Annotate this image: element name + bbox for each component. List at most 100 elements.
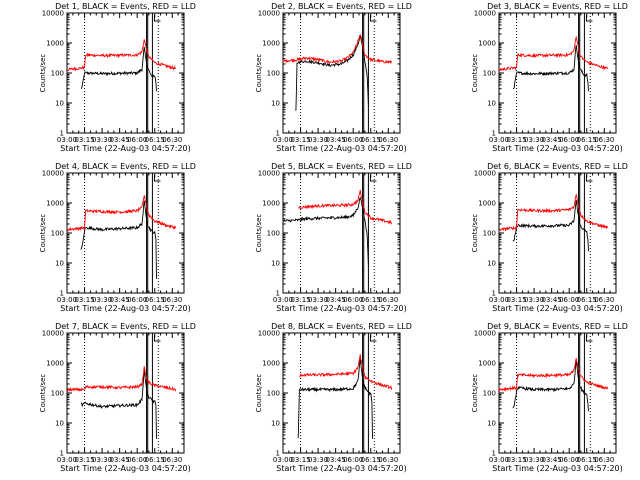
x-tick-label: 03:15 xyxy=(290,456,310,464)
y-tick-label: 1000 xyxy=(262,360,280,368)
y-tick-label: 10 xyxy=(55,100,64,108)
y-tick-label: 1000 xyxy=(478,200,496,208)
y-axis-label: Counts/sec xyxy=(39,54,47,93)
series-lld-line xyxy=(498,358,609,393)
y-tick-label: 10000 xyxy=(474,170,496,178)
chart-panel-9: Det 9, BLACK = Events, RED = LLD 1 10 100 10… xyxy=(471,322,628,473)
y-tick-label: 10000 xyxy=(474,330,496,338)
chart-panel-1: Det 1, BLACK = Events, RED = LLD 1 10 100 10… xyxy=(39,2,196,153)
x-tick-label: 06:00 xyxy=(127,136,147,144)
x-tick-label: 06:30 xyxy=(378,456,398,464)
chart-panel-6: Det 6, BLACK = Events, RED = LLD 1 10 100 10… xyxy=(471,162,628,313)
x-tick-label: 06:30 xyxy=(162,296,182,304)
chart-title: Det 6, BLACK = Events, RED = LLD xyxy=(487,162,628,171)
x-tick-label: 06:15 xyxy=(145,456,165,464)
series-events-line xyxy=(80,46,157,92)
chart-title: Det 1, BLACK = Events, RED = LLD xyxy=(55,2,196,11)
corner-marker xyxy=(153,335,161,342)
y-axis-label: Counts/sec xyxy=(39,214,47,253)
series-events-line xyxy=(295,34,369,111)
x-tick-label: 06:15 xyxy=(361,136,381,144)
x-tick-label: 03:30 xyxy=(308,136,328,144)
x-tick-label: 03:15 xyxy=(74,456,94,464)
x-tick-label: 03:00 xyxy=(57,296,77,304)
chart-title: Det 2, BLACK = Events, RED = LLD xyxy=(271,2,412,11)
series-events-line xyxy=(512,361,589,412)
y-tick-label: 100 xyxy=(483,230,496,238)
series-events-line xyxy=(80,200,157,279)
x-tick-label: 03:00 xyxy=(273,456,293,464)
x-axis-label: Start Time (22-Aug-03 04:57:20) xyxy=(492,464,623,473)
y-tick-label: 100 xyxy=(483,70,496,78)
x-tick-label: 03:00 xyxy=(57,456,77,464)
x-tick-label: 06:00 xyxy=(559,296,579,304)
x-tick-label: 06:15 xyxy=(145,136,165,144)
x-tick-label: 06:00 xyxy=(127,296,147,304)
y-tick-label: 100 xyxy=(51,230,64,238)
x-tick-label: 06:00 xyxy=(343,136,363,144)
y-tick-label: 10000 xyxy=(474,10,496,18)
x-tick-label: 03:45 xyxy=(542,296,562,304)
y-tick-label: 10000 xyxy=(258,170,280,178)
x-tick-label: 03:00 xyxy=(273,136,293,144)
x-tick-label: 03:00 xyxy=(489,136,509,144)
y-tick-label: 1 xyxy=(276,290,280,298)
x-tick-label: 03:30 xyxy=(308,296,328,304)
y-tick-label: 10000 xyxy=(42,330,64,338)
chart-title: Det 4, BLACK = Events, RED = LLD xyxy=(55,162,196,171)
chart-panel-7: Det 7, BLACK = Events, RED = LLD 1 10 100 10… xyxy=(39,322,196,473)
chart-panel-3: Det 3, BLACK = Events, RED = LLD 1 10 100 10… xyxy=(471,2,628,153)
x-tick-label: 03:45 xyxy=(326,136,346,144)
chart-title: Det 5, BLACK = Events, RED = LLD xyxy=(271,162,412,171)
series-lld-line xyxy=(299,354,393,391)
corner-marker xyxy=(369,335,377,342)
x-tick-label: 03:45 xyxy=(542,456,562,464)
corner-marker xyxy=(585,175,593,182)
y-tick-label: 10000 xyxy=(42,170,64,178)
x-tick-label: 03:15 xyxy=(506,296,526,304)
x-tick-label: 06:30 xyxy=(162,456,182,464)
corner-marker xyxy=(153,15,161,22)
x-tick-label: 03:15 xyxy=(290,136,310,144)
series-events-line xyxy=(282,196,369,266)
y-axis-label: Counts/sec xyxy=(39,374,47,413)
corner-marker xyxy=(585,335,593,342)
chart-panel-5: Det 5, BLACK = Events, RED = LLD 1 10 100 10… xyxy=(255,162,412,313)
x-axis-label: Start Time (22-Aug-03 04:57:20) xyxy=(60,464,191,473)
series-lld-line xyxy=(66,39,177,72)
x-tick-label: 03:30 xyxy=(92,296,112,304)
y-tick-label: 1 xyxy=(60,130,64,138)
x-tick-label: 06:15 xyxy=(145,296,165,304)
x-tick-label: 03:45 xyxy=(110,136,130,144)
y-tick-label: 10000 xyxy=(258,10,280,18)
x-axis-label: Start Time (22-Aug-03 04:57:20) xyxy=(60,304,191,313)
y-tick-label: 10 xyxy=(55,420,64,428)
x-axis-label: Start Time (22-Aug-03 04:57:20) xyxy=(276,144,407,153)
x-tick-label: 03:45 xyxy=(326,456,346,464)
x-tick-label: 03:00 xyxy=(273,296,293,304)
y-tick-label: 100 xyxy=(267,230,280,238)
series-events-line xyxy=(80,369,157,439)
series-events-line xyxy=(297,358,373,439)
x-axis-label: Start Time (22-Aug-03 04:57:20) xyxy=(492,144,623,153)
y-tick-label: 1000 xyxy=(262,200,280,208)
series-events-line xyxy=(512,44,589,92)
x-axis-label: Start Time (22-Aug-03 04:57:20) xyxy=(60,144,191,153)
x-tick-label: 06:30 xyxy=(378,136,398,144)
corner-marker xyxy=(369,15,377,22)
series-lld-line xyxy=(282,34,393,65)
y-tick-label: 100 xyxy=(483,390,496,398)
y-tick-label: 10 xyxy=(271,420,280,428)
corner-marker xyxy=(585,15,593,22)
x-tick-label: 06:15 xyxy=(577,136,597,144)
y-axis-label: Counts/sec xyxy=(471,374,479,413)
y-tick-label: 10 xyxy=(487,260,496,268)
y-tick-label: 10 xyxy=(487,420,496,428)
series-lld-line xyxy=(498,35,608,72)
y-tick-label: 10 xyxy=(271,100,280,108)
x-tick-label: 06:15 xyxy=(577,296,597,304)
x-axis-label: Start Time (22-Aug-03 04:57:20) xyxy=(276,464,407,473)
x-axis-label: Start Time (22-Aug-03 04:57:20) xyxy=(276,304,407,313)
y-tick-label: 1000 xyxy=(46,40,64,48)
